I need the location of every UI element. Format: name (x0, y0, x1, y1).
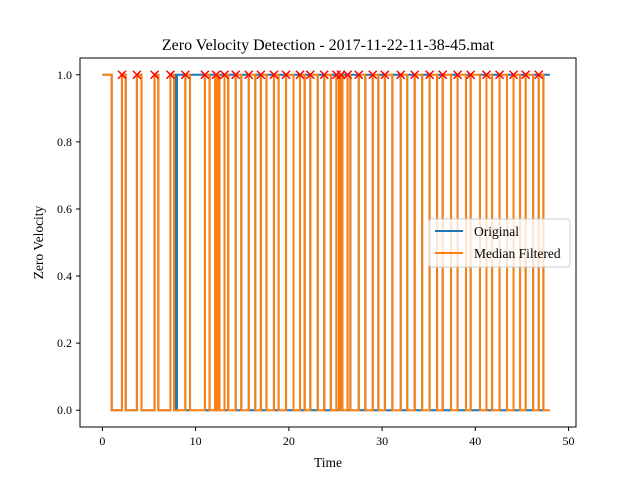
change-marker (244, 70, 254, 80)
y-axis-ticks: 0.0 0.2 0.4 0.6 0.8 1.0 (57, 68, 80, 417)
x-tick-label: 20 (283, 434, 295, 448)
legend-original-label: Original (474, 224, 519, 239)
legend: Original Median Filtered (428, 218, 571, 268)
y-tick-label: 0.8 (57, 135, 72, 149)
legend-box (428, 218, 571, 268)
change-marker (438, 70, 448, 80)
change-marker (200, 70, 210, 80)
x-tick-label: 40 (469, 434, 481, 448)
change-marker (509, 70, 519, 80)
change-marker (466, 70, 476, 80)
change-marker (305, 70, 315, 80)
change-marker (336, 70, 346, 80)
series-line-median-filtered (102, 73, 550, 412)
change-marker (410, 70, 420, 80)
x-tick-label: 30 (376, 434, 388, 448)
change-marker (165, 70, 175, 80)
y-tick-label: 0.2 (57, 336, 72, 350)
change-marker (534, 70, 544, 80)
x-axis-ticks: 0 10 20 30 40 50 (99, 427, 575, 448)
y-tick-label: 0.0 (57, 403, 72, 417)
change-markers (117, 70, 544, 80)
x-tick-label: 50 (563, 434, 575, 448)
plot-frame (79, 57, 577, 428)
change-marker (295, 70, 305, 80)
change-marker (117, 70, 127, 80)
x-axis-label: Time (314, 455, 342, 470)
legend-median-filtered-label: Median Filtered (474, 246, 561, 261)
change-marker (211, 70, 221, 80)
change-marker (256, 70, 266, 80)
change-marker (219, 70, 230, 80)
y-tick-label: 1.0 (57, 68, 72, 82)
y-tick-label: 0.6 (57, 202, 72, 216)
change-marker (354, 70, 364, 80)
change-marker (396, 70, 406, 80)
change-marker (231, 70, 241, 80)
chart-title: Zero Velocity Detection - 2017-11-22-11-… (162, 37, 495, 54)
x-tick-label: 0 (99, 434, 105, 448)
change-marker (495, 70, 505, 80)
change-marker (425, 70, 435, 80)
change-marker (281, 70, 291, 80)
change-marker (132, 70, 142, 80)
change-marker (453, 70, 463, 80)
change-marker (368, 70, 378, 80)
x-tick-label: 10 (190, 434, 202, 448)
change-marker (521, 70, 531, 80)
change-marker (343, 70, 353, 80)
change-marker (180, 70, 190, 80)
y-axis-label: Zero Velocity (31, 205, 46, 279)
change-marker (150, 70, 160, 80)
change-marker (481, 70, 492, 80)
change-marker (269, 70, 279, 80)
y-tick-label: 0.4 (57, 269, 72, 283)
change-marker (380, 70, 390, 80)
change-marker (319, 70, 329, 80)
